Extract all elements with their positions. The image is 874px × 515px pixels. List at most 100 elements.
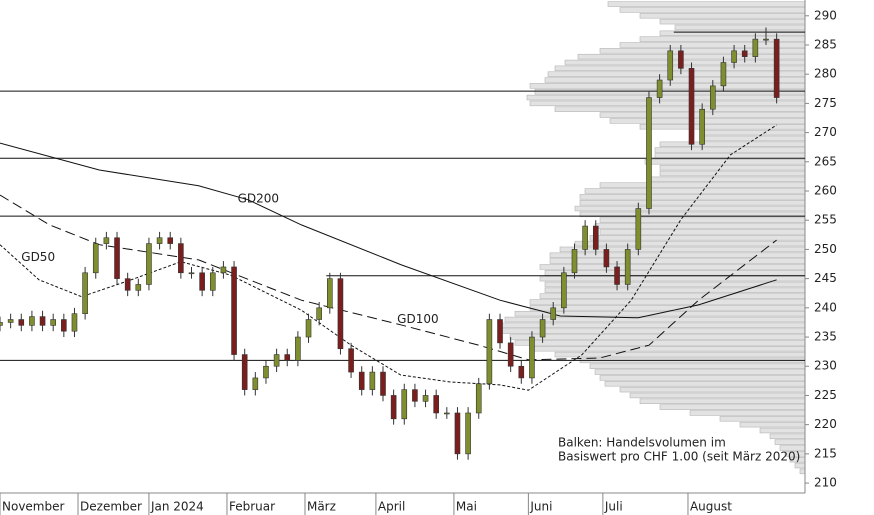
volume-bar — [554, 106, 806, 112]
moving-average — [0, 124, 777, 391]
volume-bar — [579, 199, 806, 206]
volume-bar — [619, 7, 806, 13]
moving-average — [0, 194, 777, 361]
volume-bar — [526, 94, 806, 101]
candle-body — [624, 249, 631, 285]
candle-body — [741, 50, 748, 57]
candle-body — [433, 395, 439, 414]
candle-body — [539, 319, 546, 338]
candle-body — [295, 336, 301, 361]
candle-body — [529, 336, 535, 379]
candle-body — [369, 371, 376, 390]
candle-body — [263, 365, 269, 379]
volume-bar — [639, 13, 806, 19]
candle-body — [444, 412, 450, 415]
volume-bar — [609, 118, 806, 124]
candle-body — [114, 237, 120, 279]
candle-body — [71, 313, 78, 332]
y-tick-label: 225 — [814, 388, 837, 402]
volume-bar — [769, 433, 806, 440]
volume-bar — [564, 59, 806, 66]
moving-average — [0, 142, 777, 319]
candle-body — [337, 278, 344, 350]
candle-body — [635, 208, 642, 250]
volume-bar — [639, 398, 806, 405]
x-tick-label: August — [690, 500, 732, 514]
volume-bar — [529, 305, 806, 311]
candle-body — [284, 354, 291, 361]
volume-bar — [539, 264, 806, 270]
candle-body — [146, 243, 152, 285]
candle-body — [646, 97, 652, 209]
y-tick-label: 215 — [814, 446, 837, 460]
candle-body — [709, 85, 716, 110]
candle-body — [497, 319, 503, 344]
x-tick-label: Juni — [529, 500, 552, 514]
volume-bar — [584, 188, 806, 194]
volume-bar — [544, 77, 806, 83]
candle-body — [603, 249, 610, 268]
candle-body — [550, 307, 557, 320]
volume-bar — [689, 410, 806, 416]
volume-bar — [544, 287, 806, 294]
volume-bar — [639, 36, 806, 42]
candle-body — [412, 389, 418, 402]
candle-body — [475, 383, 482, 414]
candle-body — [39, 316, 46, 326]
volume-bar — [589, 235, 806, 241]
candle-body — [252, 377, 259, 390]
volume-bar — [659, 170, 806, 177]
candle-body — [720, 62, 727, 87]
candle-body — [61, 319, 67, 332]
volume-bar — [549, 252, 806, 258]
candle-body — [731, 50, 737, 63]
candle-body — [678, 50, 684, 69]
candle-body — [273, 354, 280, 367]
y-tick-label: 250 — [814, 242, 837, 256]
ma-label: GD200 — [238, 192, 279, 206]
candle-body — [231, 266, 237, 355]
candle-body — [167, 237, 174, 244]
volume-bar — [547, 71, 806, 77]
volume-bar — [594, 369, 806, 375]
volume-bar — [549, 258, 806, 264]
volume-bar — [534, 88, 806, 95]
volume-bar — [674, 24, 806, 31]
volume-bar — [599, 375, 806, 381]
candle-body — [688, 68, 695, 145]
volume-bar — [619, 386, 806, 393]
ma-label: GD100 — [397, 312, 438, 326]
volume-bar — [699, 129, 806, 136]
candle-body — [380, 371, 386, 396]
candle-body — [486, 319, 493, 385]
volume-bar — [599, 182, 806, 188]
candle-body — [656, 79, 663, 98]
candle-body — [571, 249, 578, 274]
candle-body — [241, 354, 248, 390]
volume-bar — [499, 328, 806, 334]
volume-bar — [539, 275, 806, 282]
ma-label: GD50 — [21, 250, 55, 264]
candle-body — [454, 412, 461, 455]
candle-body — [7, 319, 14, 323]
candle-body — [50, 319, 56, 326]
volume-bar — [554, 351, 806, 358]
x-tick-label: Dezember — [80, 500, 142, 514]
volume-bar — [599, 217, 806, 223]
x-tick-label: April — [378, 500, 405, 514]
volume-bar — [529, 83, 806, 89]
candle-body — [29, 316, 35, 326]
volume-bar — [654, 147, 806, 153]
volume-bar — [604, 381, 806, 387]
volume-bar — [529, 100, 806, 107]
volume-bar — [539, 293, 806, 299]
note: Basiswert pro CHF 1.00 (seit März 2020) — [558, 450, 800, 464]
candle-body — [327, 278, 333, 309]
volume-bar — [719, 416, 806, 422]
y-tick-label: 280 — [814, 67, 837, 81]
candle-body — [592, 225, 599, 250]
candle-body — [699, 108, 705, 145]
candle-body — [614, 266, 620, 285]
